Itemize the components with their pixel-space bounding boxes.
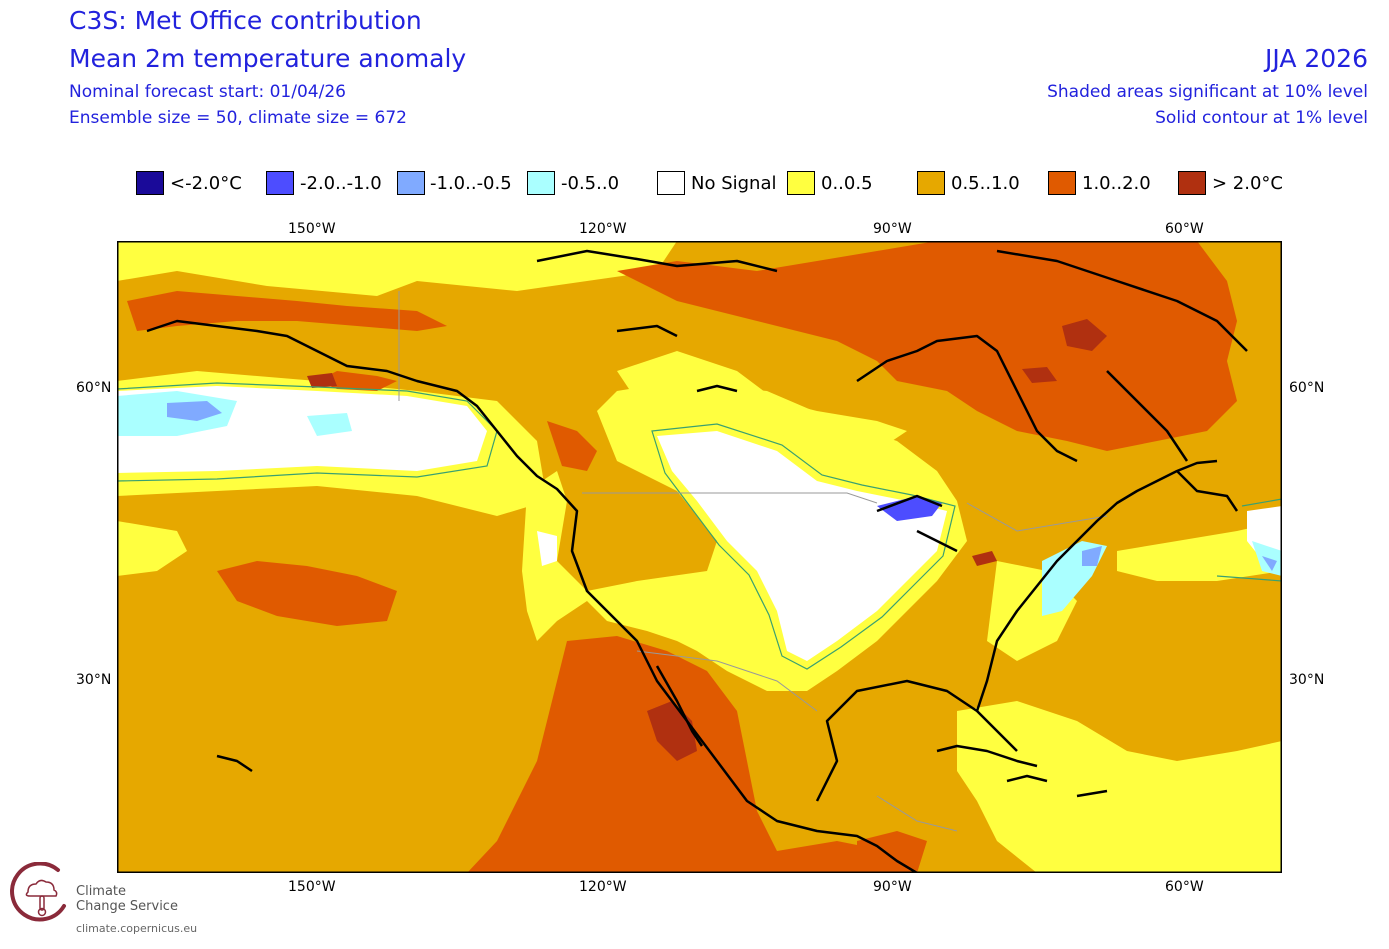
logo-url: climate.copernicus.eu <box>76 922 198 935</box>
logo-line2: Change Service <box>76 899 178 914</box>
legend-swatch-0 <box>136 171 164 195</box>
axis-left-label-0: 60°N <box>76 380 112 396</box>
legend-swatch-2 <box>397 171 425 195</box>
copernicus-logo-icon <box>10 862 66 922</box>
legend-swatch-1 <box>266 171 294 195</box>
legend-swatch-6 <box>917 171 945 195</box>
legend-label-6: 0.5..1.0 <box>951 173 1020 194</box>
axis-top-label-3: 60°W <box>1165 221 1204 237</box>
legend-swatch-5 <box>787 171 815 195</box>
axis-left-label-1: 30°N <box>76 672 112 688</box>
axis-top-label-2: 90°W <box>873 221 912 237</box>
axis-bottom-label-3: 60°W <box>1165 879 1204 895</box>
legend-swatch-7 <box>1048 171 1076 195</box>
legend-label-5: 0..0.5 <box>821 173 873 194</box>
significance-note: Shaded areas significant at 10% level <box>1047 82 1368 102</box>
legend-swatch-8 <box>1178 171 1206 195</box>
axis-right-label-1: 30°N <box>1289 672 1325 688</box>
ensemble-size: Ensemble size = 50, climate size = 672 <box>69 108 407 128</box>
legend-swatch-3 <box>527 171 555 195</box>
anomaly-fill-darkred <box>307 319 1107 761</box>
legend: <-2.0°C -2.0..-1.0 -1.0..-0.5 -0.5..0 No… <box>0 171 1389 197</box>
axis-right-label-0: 60°N <box>1289 380 1325 396</box>
axis-top-label-0: 150°W <box>288 221 336 237</box>
map-subtitle: Mean 2m temperature anomaly <box>69 44 467 73</box>
axis-bottom-label-2: 90°W <box>873 879 912 895</box>
coastlines <box>146 249 1248 873</box>
legend-swatch-4 <box>657 171 685 195</box>
axis-bottom-label-0: 150°W <box>288 879 336 895</box>
legend-label-8: > 2.0°C <box>1212 173 1283 194</box>
contour-note: Solid contour at 1% level <box>1155 108 1368 128</box>
season-label: JJA 2026 <box>1265 44 1368 73</box>
legend-label-2: -1.0..-0.5 <box>430 173 512 194</box>
legend-label-7: 1.0..2.0 <box>1082 173 1151 194</box>
legend-label-1: -2.0..-1.0 <box>300 173 382 194</box>
forecast-start: Nominal forecast start: 01/04/26 <box>69 82 346 102</box>
map-title: C3S: Met Office contribution <box>69 6 422 35</box>
country-borders <box>398 291 1108 832</box>
anomaly-fill-blue <box>877 496 942 521</box>
anomaly-fill-lightblue <box>167 401 1277 571</box>
legend-label-0: <-2.0°C <box>170 173 242 194</box>
axis-top-label-1: 120°W <box>579 221 627 237</box>
legend-label-3: -0.5..0 <box>561 173 620 194</box>
axis-bottom-label-1: 120°W <box>579 879 627 895</box>
map-frame <box>117 241 1282 873</box>
temperature-anomaly-map <box>117 241 1282 873</box>
legend-label-4: No Signal <box>691 173 777 194</box>
logo-line1: Climate <box>76 884 127 899</box>
